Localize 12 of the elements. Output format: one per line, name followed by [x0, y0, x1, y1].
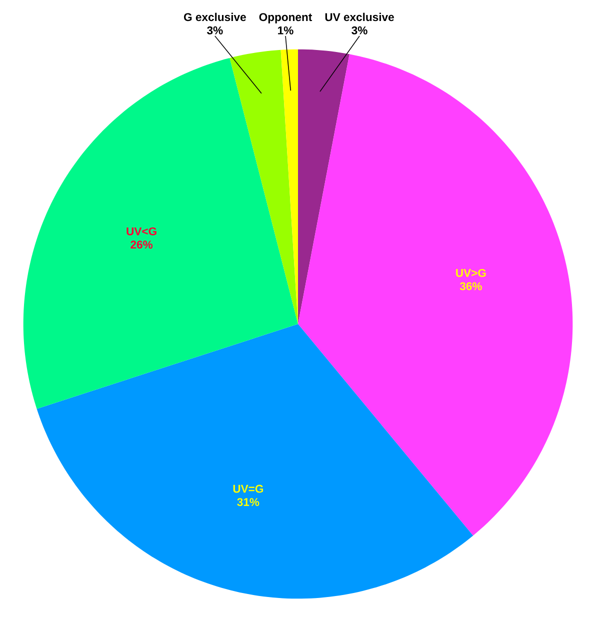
slice-label: UV exclusive [325, 12, 394, 22]
data-label: 3% [207, 26, 223, 34]
slice-label: UV=G [233, 484, 264, 493]
slice-label: Opponent [259, 13, 312, 24]
data-label: 3% [352, 26, 368, 34]
data-label: 1% [278, 26, 294, 34]
slice-label: G exclusive [184, 12, 246, 22]
data-label: 26% [130, 240, 153, 249]
data-label: 36% [460, 282, 482, 290]
slice-label: UV<G [126, 227, 156, 236]
data-label: 31% [237, 498, 260, 506]
slice-label: UV>G [456, 268, 486, 277]
